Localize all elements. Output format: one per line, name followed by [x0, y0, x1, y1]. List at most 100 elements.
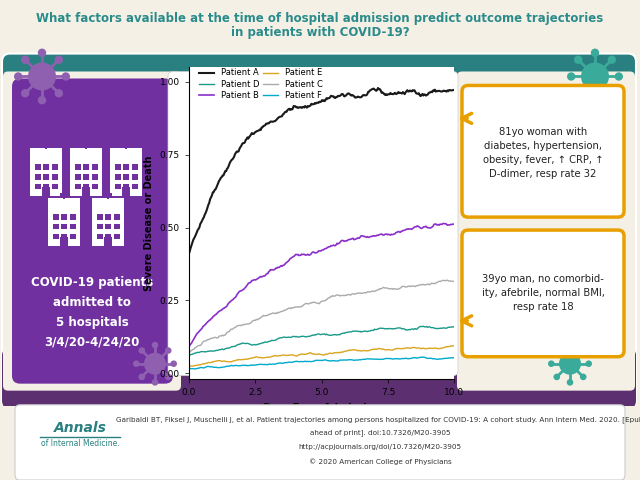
Circle shape — [591, 48, 599, 57]
Text: of Internal Medicine.: of Internal Medicine. — [41, 439, 119, 448]
Bar — [52, 174, 58, 180]
Circle shape — [21, 89, 29, 97]
Y-axis label: Severe Disease or Death: Severe Disease or Death — [144, 156, 154, 291]
FancyBboxPatch shape — [2, 348, 636, 408]
Bar — [106, 224, 111, 229]
Circle shape — [165, 347, 172, 354]
Circle shape — [580, 373, 586, 380]
Circle shape — [607, 56, 616, 64]
Bar — [92, 201, 124, 246]
FancyBboxPatch shape — [462, 85, 624, 217]
Circle shape — [566, 379, 573, 385]
Circle shape — [14, 72, 22, 81]
Circle shape — [567, 72, 575, 81]
FancyBboxPatch shape — [12, 78, 173, 384]
Bar — [70, 151, 102, 196]
Bar — [52, 234, 59, 240]
Circle shape — [607, 89, 616, 97]
Bar — [132, 184, 138, 190]
Circle shape — [61, 72, 70, 81]
Text: in patients with COVID-19?: in patients with COVID-19? — [230, 26, 410, 39]
FancyBboxPatch shape — [462, 230, 624, 357]
Circle shape — [559, 353, 581, 375]
Bar — [106, 214, 111, 219]
Bar — [84, 140, 87, 149]
Circle shape — [614, 72, 623, 81]
Bar — [70, 224, 76, 229]
Bar — [48, 201, 80, 246]
Circle shape — [566, 342, 573, 348]
Bar — [83, 164, 89, 170]
Circle shape — [574, 89, 582, 97]
Bar — [35, 164, 40, 170]
Bar — [52, 164, 58, 170]
Bar — [107, 190, 109, 199]
Text: COVID-19 patients
admitted to
5 hospitals
3/4/20-4/24/20: COVID-19 patients admitted to 5 hospital… — [31, 276, 153, 349]
Circle shape — [21, 56, 29, 64]
Bar — [44, 174, 49, 180]
Circle shape — [165, 373, 172, 380]
Bar — [110, 148, 142, 151]
Bar — [122, 187, 130, 196]
Text: 81yo woman with
diabetes, hypertension,
obesity, fever, ↑ CRP, ↑
D-dimer, resp r: 81yo woman with diabetes, hypertension, … — [483, 127, 604, 179]
Circle shape — [138, 347, 145, 354]
Bar — [61, 234, 67, 240]
Bar — [122, 143, 130, 146]
Circle shape — [38, 96, 46, 105]
Bar — [125, 140, 127, 149]
Bar — [52, 214, 59, 219]
Circle shape — [144, 353, 166, 375]
Bar — [35, 174, 40, 180]
Bar — [60, 237, 68, 246]
FancyBboxPatch shape — [457, 72, 635, 391]
Bar — [115, 184, 120, 190]
Bar — [106, 234, 111, 240]
Bar — [92, 184, 98, 190]
Bar — [132, 164, 138, 170]
Circle shape — [133, 360, 140, 367]
Bar — [110, 151, 142, 196]
Bar — [97, 234, 102, 240]
Bar — [35, 184, 40, 190]
Bar — [132, 174, 138, 180]
Text: Annals: Annals — [54, 421, 106, 435]
Circle shape — [28, 62, 56, 90]
Bar — [70, 214, 76, 219]
FancyBboxPatch shape — [15, 405, 625, 480]
X-axis label: Days From Admission: Days From Admission — [263, 403, 380, 413]
Bar — [44, 184, 49, 190]
Bar — [61, 224, 67, 229]
Bar — [42, 143, 50, 146]
Bar — [70, 234, 76, 240]
Circle shape — [580, 347, 586, 354]
Bar — [114, 214, 120, 219]
Bar — [75, 184, 81, 190]
Circle shape — [591, 96, 599, 105]
Bar — [42, 187, 50, 196]
Circle shape — [574, 56, 582, 64]
Text: 39yo man, no comorbid-
ity, afebrile, normal BMI,
resp rate 18: 39yo man, no comorbid- ity, afebrile, no… — [481, 274, 604, 312]
Text: ahead of print]. doi:10.7326/M20-3905: ahead of print]. doi:10.7326/M20-3905 — [310, 430, 451, 436]
Text: What factors available at the time of hospital admission predict outcome traject: What factors available at the time of ho… — [36, 12, 604, 25]
Bar — [52, 184, 58, 190]
Bar — [115, 174, 120, 180]
Bar — [92, 198, 124, 201]
Bar — [92, 174, 98, 180]
Bar — [70, 148, 102, 151]
Bar — [45, 140, 47, 149]
Bar — [48, 198, 80, 201]
Bar — [124, 164, 129, 170]
Bar — [44, 164, 49, 170]
Text: Garibaldi BT, Fiksel J, Muschelli J, et al. Patient trajectories among persons h: Garibaldi BT, Fiksel J, Muschelli J, et … — [116, 417, 640, 423]
Circle shape — [548, 360, 555, 367]
Circle shape — [138, 373, 145, 380]
FancyBboxPatch shape — [168, 72, 458, 376]
Bar — [97, 224, 102, 229]
Circle shape — [38, 48, 46, 57]
Bar — [97, 214, 102, 219]
Text: © 2020 American College of Physicians: © 2020 American College of Physicians — [308, 458, 451, 465]
Bar — [82, 143, 90, 146]
Bar — [75, 174, 81, 180]
Bar — [30, 148, 62, 151]
Bar — [82, 187, 90, 196]
